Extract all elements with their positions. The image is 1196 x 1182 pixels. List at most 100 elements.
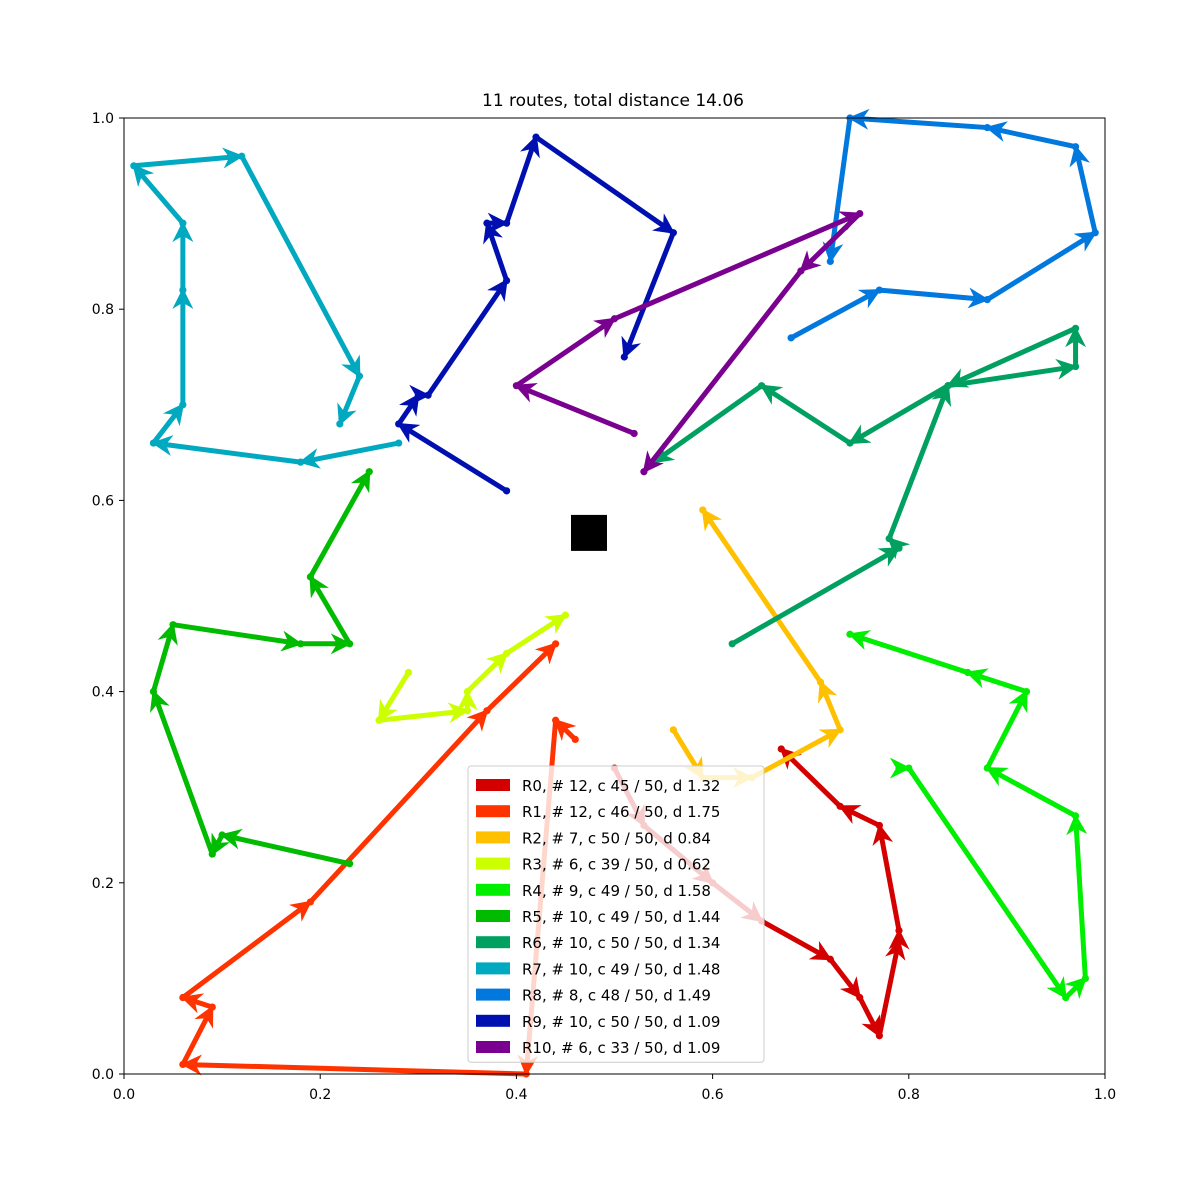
route-10-stop — [630, 429, 638, 438]
route-3-stop — [561, 611, 570, 619]
route-9 — [395, 133, 677, 495]
legend-entry: R6, # 10, c 50 / 50, d 1.34 — [522, 934, 720, 952]
route-5-stop — [346, 860, 354, 868]
route-9-stop — [483, 219, 491, 227]
route-7-stop — [179, 401, 187, 409]
route-5 — [149, 468, 373, 868]
route-3-segment — [504, 612, 568, 656]
route-7-stop — [179, 219, 187, 227]
route-1-stop — [571, 735, 579, 744]
route-10-stop — [610, 315, 619, 323]
route-7-stop — [238, 152, 246, 160]
route-9-stop — [532, 133, 540, 141]
route-4-stop — [1071, 812, 1080, 820]
legend-entry: R1, # 12, c 46 / 50, d 1.75 — [522, 803, 720, 821]
route-8-stop — [1091, 229, 1099, 237]
route-2-segment — [700, 507, 824, 685]
route-5-stop — [365, 468, 373, 476]
route-8-stop — [983, 123, 991, 132]
route-1-stop — [179, 1060, 187, 1069]
route-2-segment — [749, 727, 843, 781]
y-tick-label: 1.0 — [92, 111, 114, 127]
route-9-segment — [396, 392, 421, 427]
depot-marker — [570, 514, 607, 551]
legend-swatch — [476, 936, 510, 949]
route-4-segment — [1066, 813, 1088, 981]
route-6-segment — [886, 383, 952, 542]
legend-entry: R5, # 10, c 49 / 50, d 1.44 — [522, 908, 720, 926]
route-6-segment — [651, 383, 765, 465]
y-tick-label: 0.8 — [92, 302, 114, 318]
route-0-segment — [876, 937, 906, 1039]
legend-entry: R9, # 10, c 50 / 50, d 1.09 — [522, 1013, 720, 1031]
legend-swatch — [476, 1014, 510, 1027]
legend-swatch — [476, 910, 510, 922]
route-9-stop — [414, 391, 422, 399]
route-3-stop — [404, 668, 413, 677]
route-8-stop — [787, 334, 795, 342]
plot-marks — [130, 108, 1099, 1078]
route-9-segment — [396, 421, 510, 494]
route-6-stop — [895, 544, 903, 552]
route-2-stop — [836, 726, 844, 734]
route-6 — [650, 324, 1087, 648]
route-7-stop — [296, 458, 305, 466]
x-tick-label: 1.0 — [1094, 1087, 1116, 1103]
route-4-stop — [964, 668, 972, 677]
route-6-segment — [729, 545, 902, 647]
route-1-segment — [180, 1054, 529, 1077]
route-3-segment — [464, 650, 510, 695]
route-10-segment — [612, 211, 863, 322]
route-4-stop — [1081, 974, 1089, 983]
legend-swatch — [476, 805, 510, 818]
x-tick-label: 0.0 — [113, 1087, 135, 1103]
route-3-stop — [463, 688, 471, 696]
route-5-stop — [208, 850, 216, 858]
route-7-segment — [131, 163, 186, 226]
x-tick-label: 0.6 — [701, 1087, 723, 1103]
route-1-stop — [179, 993, 187, 1002]
route-8-segment — [847, 108, 990, 131]
x-tick-label: 0.2 — [309, 1087, 331, 1103]
route-7-segment — [298, 440, 402, 469]
route-4-segment — [1063, 975, 1088, 1001]
route-8-stop — [826, 257, 834, 265]
legend-swatch — [476, 857, 510, 870]
route-2-stop — [816, 678, 825, 686]
route-6-stop — [1071, 324, 1080, 332]
legend-entry: R8, # 8, c 48 / 50, d 1.49 — [522, 987, 711, 1005]
chart-title: 11 routes, total distance 14.06 — [482, 91, 744, 111]
route-5-segment — [150, 622, 178, 695]
y-tick-label: 0.2 — [92, 876, 114, 892]
x-tick-label: 0.4 — [505, 1087, 527, 1103]
route-8-segment — [876, 287, 990, 309]
legend-entry: R3, # 6, c 39 / 50, d 0.62 — [522, 856, 711, 874]
route-5-segment — [219, 828, 353, 867]
route-5-segment — [307, 574, 353, 647]
route-9-stop — [424, 391, 432, 399]
route-10-segment — [513, 316, 617, 389]
route-8-segment — [1069, 144, 1098, 236]
route-8-segment — [984, 230, 1098, 303]
route-8-stop — [875, 286, 883, 294]
route-10-segment — [798, 211, 863, 274]
route-7-stop — [179, 286, 187, 294]
legend-entry: R7, # 10, c 49 / 50, d 1.48 — [522, 960, 720, 978]
route-5-segment — [149, 689, 215, 857]
route-0-segment — [837, 803, 882, 828]
route-8-segment — [984, 121, 1079, 150]
route-3-stop — [463, 707, 471, 715]
route-0-stop — [836, 802, 844, 810]
route-6-segment — [759, 383, 853, 446]
route-4-stop — [895, 764, 903, 772]
route-5-stop — [149, 688, 158, 696]
route-1-stop — [552, 716, 560, 724]
y-tick-label: 0.0 — [92, 1067, 114, 1083]
route-4-stop — [905, 764, 913, 772]
legend-swatch — [476, 988, 510, 1001]
route-5-stop — [296, 640, 305, 648]
route-0-segment — [759, 918, 833, 962]
route-5-stop — [218, 831, 226, 839]
route-4-segment — [847, 630, 971, 675]
route-0-stop — [875, 1032, 883, 1040]
